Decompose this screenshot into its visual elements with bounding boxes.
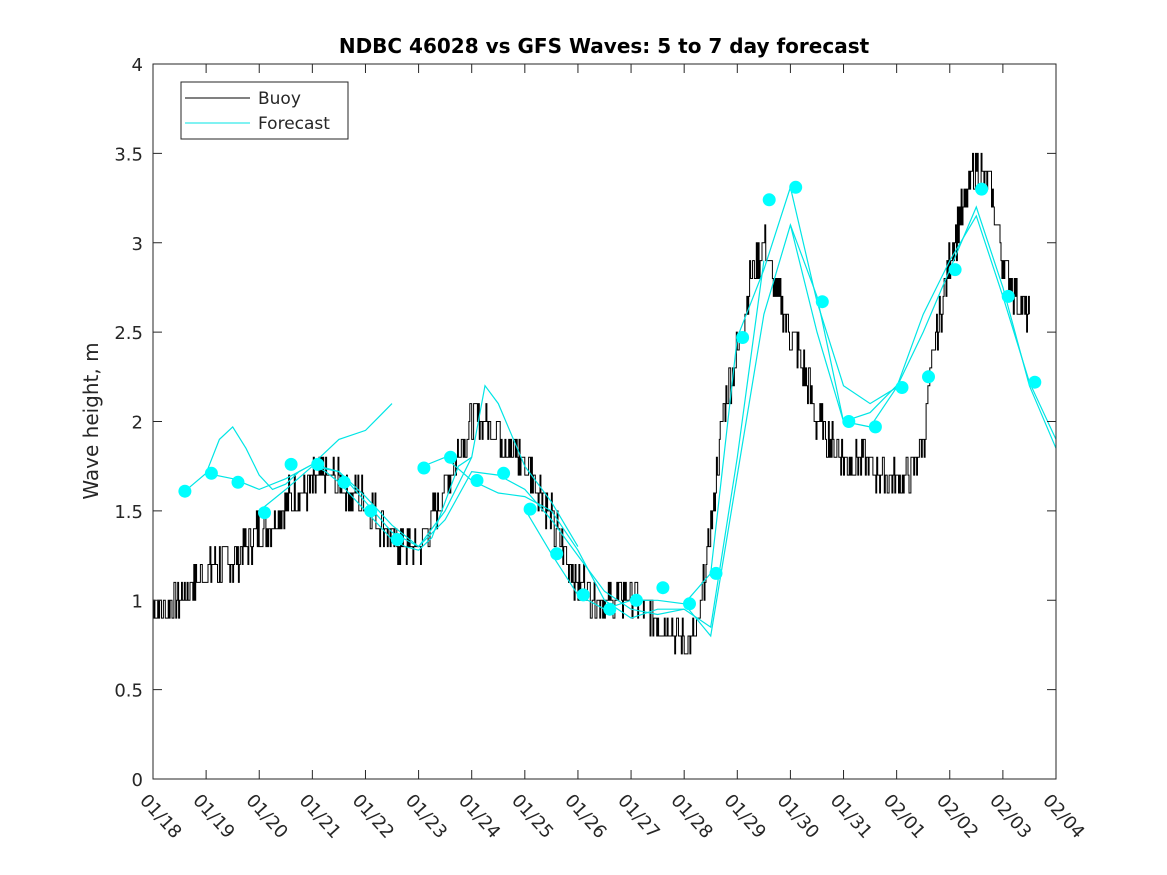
forecast-marker xyxy=(444,450,457,464)
legend: Buoy Forecast xyxy=(180,81,349,140)
forecast-marker xyxy=(656,581,670,595)
forecast-marker xyxy=(364,504,378,518)
forecast-marker xyxy=(231,475,245,489)
buoy-line xyxy=(153,152,1030,655)
forecast-marker xyxy=(337,475,351,489)
forecast-marker xyxy=(1028,375,1042,389)
buoy-series-layer xyxy=(153,152,1030,655)
forecast-marker xyxy=(629,593,643,607)
forecast-marker xyxy=(417,461,431,475)
forecast-marker xyxy=(736,331,750,344)
forecast-marker xyxy=(284,457,298,471)
forecast-marker xyxy=(258,506,271,520)
y-tick-label: 4 xyxy=(132,55,143,76)
forecast-marker xyxy=(868,420,882,434)
y-tick-label: 3.5 xyxy=(114,144,143,165)
forecast-marker xyxy=(550,547,564,561)
forecast-marker xyxy=(975,182,989,196)
axes-background xyxy=(153,64,1056,779)
forecast-marker xyxy=(178,484,192,498)
y-tick-label: 0 xyxy=(132,770,143,791)
forecast-marker xyxy=(576,588,590,602)
y-tick-label: 1 xyxy=(132,591,143,612)
legend-box xyxy=(180,81,349,140)
forecast-marker xyxy=(895,381,909,394)
legend-buoy-label: Buoy xyxy=(258,89,301,109)
forecast-marker xyxy=(390,533,404,546)
forecast-marker xyxy=(470,474,484,487)
forecast-marker xyxy=(948,263,962,277)
y-tick-label: 2.5 xyxy=(114,323,143,344)
legend-forecast-label: Forecast xyxy=(258,114,330,134)
forecast-line-8 xyxy=(789,214,1057,440)
y-tick-label: 3 xyxy=(132,234,143,255)
forecast-marker xyxy=(709,566,723,580)
forecast-marker xyxy=(1001,289,1015,303)
forecast-marker xyxy=(204,466,218,480)
forecast-marker-layer xyxy=(178,180,1042,616)
forecast-marker xyxy=(842,415,856,428)
y-tick-label: 1.5 xyxy=(114,502,143,523)
forecast-line-7 xyxy=(683,185,1057,605)
chart-title: NDBC 46028 vs GFS Waves: 5 to 7 day fore… xyxy=(339,34,870,58)
forecast-marker xyxy=(523,502,537,516)
forecast-marker xyxy=(683,597,696,611)
forecast-marker xyxy=(603,602,617,616)
y-tick-label: 0.5 xyxy=(114,681,143,702)
forecast-marker xyxy=(789,180,803,194)
forecast-marker xyxy=(311,457,325,471)
y-axis-label: Wave height, m xyxy=(79,342,103,499)
forecast-marker xyxy=(762,193,776,207)
forecast-marker xyxy=(922,370,935,384)
forecast-marker xyxy=(815,295,829,309)
forecast-marker xyxy=(497,466,511,480)
y-tick-label: 2 xyxy=(132,413,143,434)
